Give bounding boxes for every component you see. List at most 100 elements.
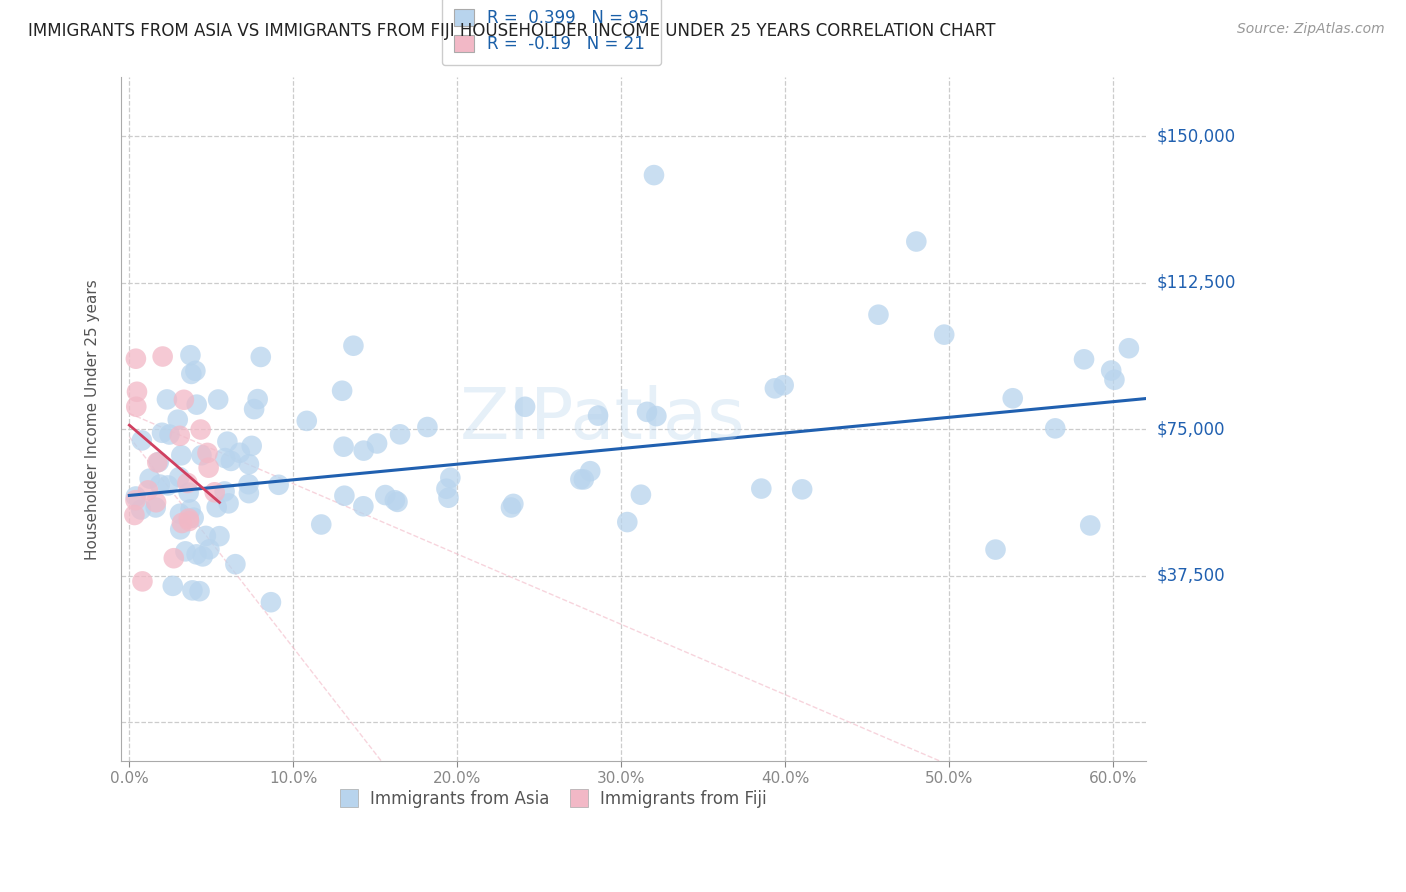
Point: [224, 557, 246, 571]
Text: $112,500: $112,500: [1157, 274, 1236, 292]
Text: $150,000: $150,000: [1157, 127, 1236, 145]
Point: [387, 495, 409, 509]
Point: [579, 464, 602, 478]
Point: [772, 378, 794, 392]
Point: [1073, 352, 1095, 367]
Point: [572, 472, 595, 486]
Point: [197, 446, 219, 460]
Point: [136, 483, 159, 498]
Point: [156, 478, 179, 492]
Point: [125, 400, 148, 414]
Point: [177, 511, 200, 525]
Point: [330, 384, 353, 398]
Point: [218, 496, 240, 510]
Point: [1099, 363, 1122, 377]
Text: IMMIGRANTS FROM ASIA VS IMMIGRANTS FROM FIJI HOUSEHOLDER INCOME UNDER 25 YEARS C: IMMIGRANTS FROM ASIA VS IMMIGRANTS FROM …: [28, 22, 995, 40]
Text: ZIPatlas: ZIPatlas: [460, 384, 745, 454]
Point: [309, 517, 332, 532]
Point: [173, 392, 195, 407]
Point: [332, 440, 354, 454]
Point: [366, 436, 388, 450]
Point: [333, 489, 356, 503]
Point: [163, 551, 186, 566]
Point: [437, 491, 460, 505]
Point: [207, 392, 229, 407]
Point: [166, 412, 188, 426]
Legend: Immigrants from Asia, Immigrants from Fiji: Immigrants from Asia, Immigrants from Fi…: [330, 783, 773, 814]
Point: [246, 392, 269, 406]
Point: [177, 485, 200, 500]
Point: [131, 434, 153, 448]
Point: [152, 350, 174, 364]
Point: [636, 405, 658, 419]
Point: [150, 425, 173, 440]
Point: [267, 477, 290, 491]
Point: [217, 434, 239, 449]
Point: [124, 493, 146, 508]
Point: [616, 515, 638, 529]
Point: [188, 584, 211, 599]
Point: [502, 497, 524, 511]
Point: [238, 486, 260, 500]
Point: [169, 429, 191, 443]
Point: [586, 409, 609, 423]
Point: [643, 168, 665, 182]
Point: [146, 455, 169, 469]
Point: [214, 484, 236, 499]
Point: [984, 542, 1007, 557]
Point: [384, 493, 406, 508]
Point: [238, 477, 260, 491]
Point: [176, 475, 198, 490]
Point: [208, 529, 231, 543]
Text: Source: ZipAtlas.com: Source: ZipAtlas.com: [1237, 22, 1385, 37]
Point: [499, 500, 522, 515]
Text: $75,000: $75,000: [1157, 420, 1226, 438]
Point: [170, 448, 193, 462]
Point: [240, 439, 263, 453]
Point: [145, 500, 167, 515]
Point: [763, 381, 786, 395]
Point: [184, 364, 207, 378]
Point: [249, 350, 271, 364]
Point: [295, 414, 318, 428]
Point: [186, 547, 208, 561]
Point: [148, 455, 170, 469]
Point: [436, 482, 458, 496]
Point: [374, 488, 396, 502]
Point: [1045, 421, 1067, 435]
Point: [169, 507, 191, 521]
Point: [138, 472, 160, 486]
Point: [180, 502, 202, 516]
Point: [416, 420, 439, 434]
Point: [125, 384, 148, 399]
Point: [149, 477, 172, 491]
Point: [905, 235, 928, 249]
Point: [214, 451, 236, 466]
Point: [645, 409, 668, 423]
Point: [934, 327, 956, 342]
Point: [186, 398, 208, 412]
Point: [125, 351, 148, 366]
Point: [205, 500, 228, 515]
Point: [198, 542, 221, 557]
Point: [1078, 518, 1101, 533]
Point: [174, 544, 197, 558]
Point: [131, 574, 153, 589]
Point: [792, 483, 814, 497]
Point: [191, 549, 214, 564]
Point: [170, 516, 193, 530]
Point: [197, 460, 219, 475]
Point: [513, 400, 536, 414]
Point: [204, 485, 226, 500]
Point: [156, 392, 179, 407]
Point: [868, 308, 890, 322]
Point: [177, 514, 200, 528]
Point: [179, 348, 201, 362]
Point: [190, 448, 212, 462]
Point: [243, 402, 266, 417]
Point: [1001, 391, 1024, 405]
Point: [190, 423, 212, 437]
Point: [229, 446, 252, 460]
Point: [219, 454, 242, 468]
Point: [181, 583, 204, 598]
